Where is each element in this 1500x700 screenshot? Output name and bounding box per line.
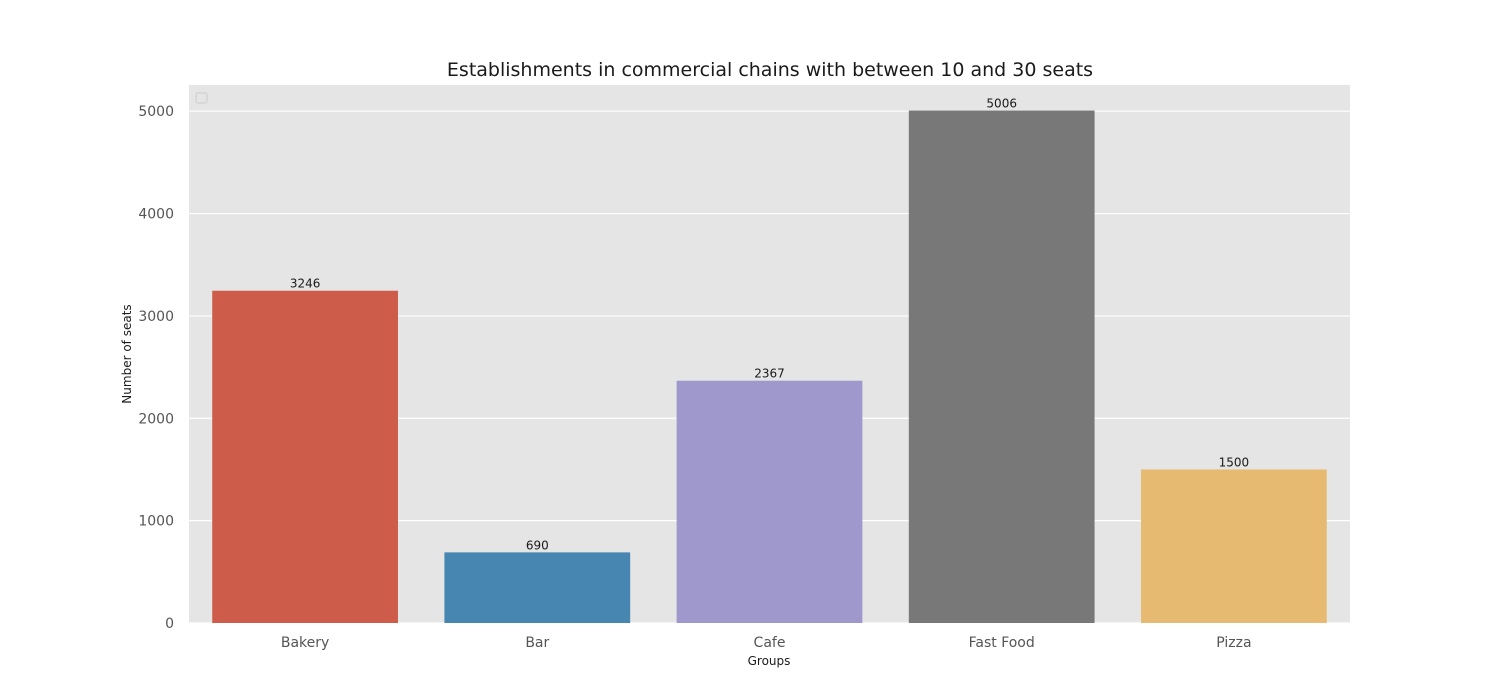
y-tick-label: 4000 [138,207,174,223]
bar-cafe [676,380,863,623]
legend-box [195,92,208,104]
y-tick-label: 3000 [138,309,174,325]
x-tick-label: Cafe [754,635,786,651]
bar-value-label: 1500 [1219,455,1250,469]
y-tick-label: 2000 [138,411,174,427]
bar-pizza [1141,469,1327,623]
y-tick-label: 1000 [138,514,174,530]
x-tick-label: Pizza [1216,635,1251,651]
bar-value-label: 3246 [290,277,321,291]
y-tick-label: 5000 [138,104,174,120]
bar-fast-food [908,110,1095,624]
bar-bar [444,552,631,623]
bar-value-label: 690 [526,538,549,552]
bar-value-label: 5006 [986,97,1017,111]
x-axis-label: Groups [748,654,791,668]
x-axis-ticks: Bakery Bar Cafe Fast Food Pizza [281,635,1252,651]
x-tick-label: Fast Food [969,635,1035,651]
bar-value-label: 2367 [754,367,785,381]
bar-bakery [212,290,398,623]
bar-value-labels: 3246 690 2367 5006 1500 [290,97,1249,553]
bars [212,110,1327,624]
x-tick-label: Bar [525,635,549,651]
y-axis-ticks: 0 1000 2000 3000 4000 5000 [138,104,174,632]
x-tick-label: Bakery [281,635,329,651]
chart-title: Establishments in commercial chains with… [447,59,1093,81]
y-axis-label: Number of seats [120,304,134,403]
y-tick-label: 0 [165,616,174,632]
